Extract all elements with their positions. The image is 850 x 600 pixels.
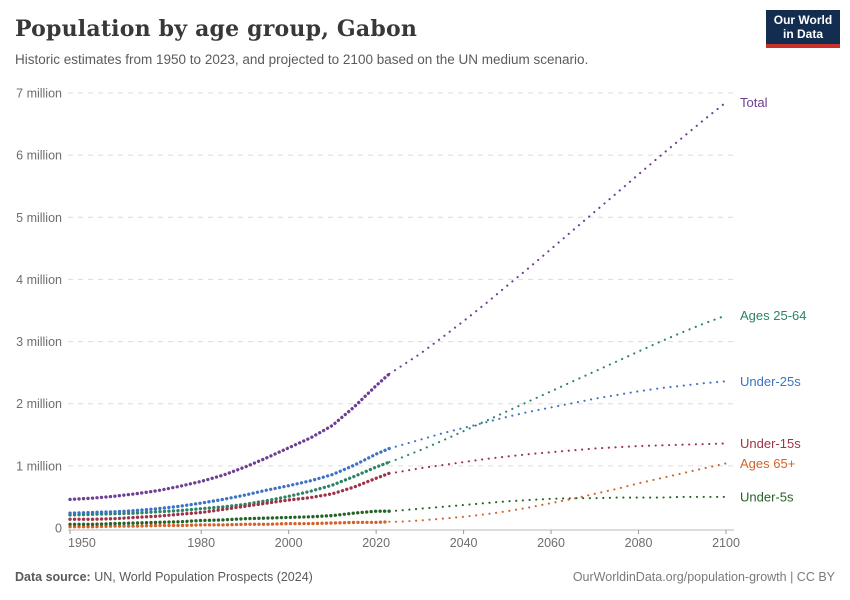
owid-chart-frame: Population by age group, Gabon Historic …: [0, 0, 850, 600]
y-axis-tick-label: 6 million: [16, 149, 62, 163]
x-axis-tick-label: 2080: [625, 536, 653, 550]
x-axis-tick-label: 2100: [712, 536, 740, 550]
y-axis-tick-label: 5 million: [16, 211, 62, 225]
x-axis-tick-label: 2040: [450, 536, 478, 550]
series-label-total: Total: [740, 95, 768, 110]
series-label-ages-25-64: Ages 25-64: [740, 308, 807, 323]
y-axis-tick-label: 3 million: [16, 335, 62, 349]
y-axis-tick-label: 4 million: [16, 273, 62, 287]
series-projection-under-15s: [389, 444, 726, 474]
x-axis-tick-label: 2000: [275, 536, 303, 550]
series-projection-under-5s: [389, 497, 726, 511]
x-axis-tick-label: 2060: [537, 536, 565, 550]
series-projection-total: [389, 102, 726, 374]
series-label-under-5s: Under-5s: [740, 489, 794, 504]
y-axis-tick-label: 2 million: [16, 397, 62, 411]
series-projection-ages-65-: [389, 463, 726, 521]
x-axis-tick-label: 1950: [68, 536, 96, 550]
series-label-under-15s: Under-15s: [740, 436, 801, 451]
x-axis-tick-label: 2020: [362, 536, 390, 550]
series-historic-ages-65-: [70, 522, 389, 527]
data-source-note: Data source: UN, World Population Prospe…: [15, 570, 313, 584]
series-label-ages-65-: Ages 65+: [740, 456, 795, 471]
y-axis-tick-label: 1 million: [16, 459, 62, 473]
credit-link[interactable]: OurWorldinData.org/population-growth | C…: [573, 570, 835, 584]
series-label-under-25s: Under-25s: [740, 374, 801, 389]
x-axis-tick-label: 1980: [187, 536, 215, 550]
series-projection-under-25s: [389, 381, 726, 448]
data-source-text: UN, World Population Prospects (2024): [91, 570, 313, 584]
data-source-label: Data source:: [15, 570, 91, 584]
population-chart: 0 1 million 2 million 3 million 4 million 5 m…: [0, 0, 850, 600]
y-axis-tick-label: 0: [55, 522, 62, 536]
y-axis-tick-label: 7 million: [16, 87, 62, 101]
series-projection-ages-25-64: [389, 316, 726, 463]
